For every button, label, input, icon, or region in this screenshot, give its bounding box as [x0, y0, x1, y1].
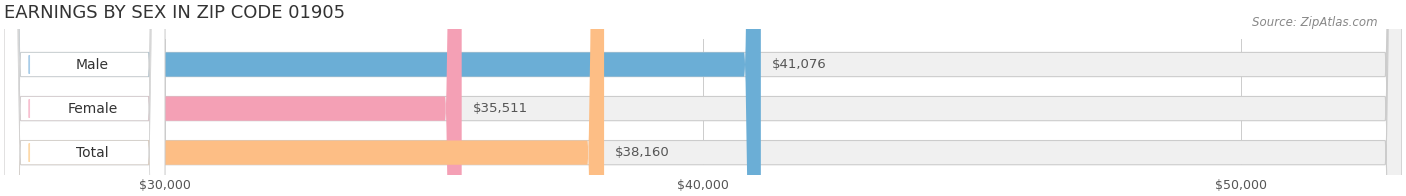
FancyBboxPatch shape: [4, 0, 1402, 196]
Text: Total: Total: [76, 146, 108, 160]
FancyBboxPatch shape: [4, 0, 165, 196]
FancyBboxPatch shape: [4, 0, 165, 196]
Text: $38,160: $38,160: [616, 146, 671, 159]
FancyBboxPatch shape: [4, 0, 1402, 196]
FancyBboxPatch shape: [4, 0, 605, 196]
Text: $41,076: $41,076: [772, 58, 827, 71]
FancyBboxPatch shape: [4, 0, 165, 196]
FancyBboxPatch shape: [4, 0, 761, 196]
Text: $35,511: $35,511: [472, 102, 529, 115]
Text: Female: Female: [67, 102, 118, 116]
Text: Source: ZipAtlas.com: Source: ZipAtlas.com: [1253, 16, 1378, 29]
Text: Male: Male: [76, 57, 110, 72]
FancyBboxPatch shape: [4, 0, 1402, 196]
Text: EARNINGS BY SEX IN ZIP CODE 01905: EARNINGS BY SEX IN ZIP CODE 01905: [4, 4, 346, 22]
FancyBboxPatch shape: [4, 0, 461, 196]
